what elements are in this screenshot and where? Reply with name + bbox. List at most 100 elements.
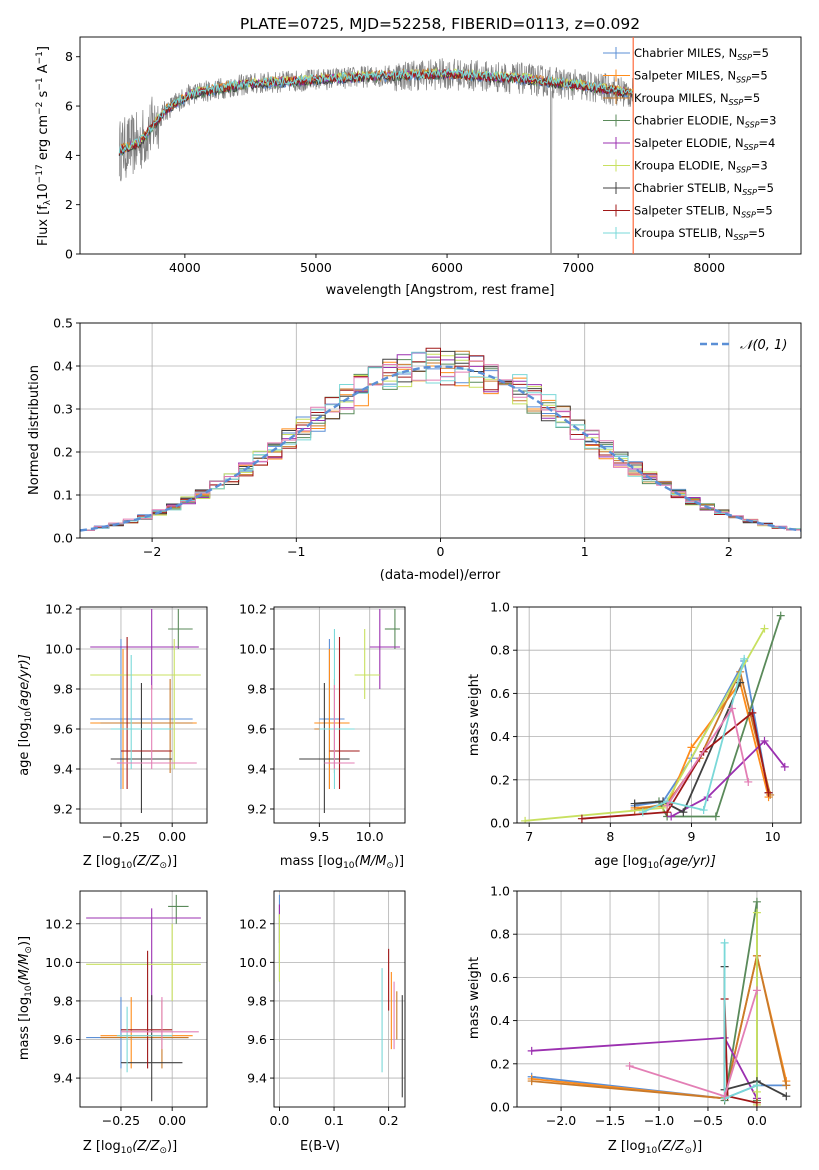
- y-tick-label: 0.4: [53, 359, 73, 374]
- weight-line-7: [634, 682, 741, 814]
- y-tick-label: 2: [65, 197, 73, 212]
- legend-label-post: =5: [751, 69, 768, 83]
- y-tick-label: 10.2: [239, 916, 267, 931]
- weight-marker: [630, 799, 639, 808]
- age-vs-metallicity-panel: −0.25 0.00 9.2 9.4 9.6 9.8 10.0 10.2: [45, 602, 208, 844]
- y-tick-label: 0: [65, 247, 73, 262]
- weight-line-2: [634, 680, 770, 809]
- legend-label-post: =4: [758, 136, 775, 150]
- residual-ylabel: Normed distribution: [27, 365, 42, 495]
- weight-marker: [711, 812, 720, 821]
- y-tick-label: 0.8: [490, 643, 510, 658]
- y-tick-label: 10.0: [45, 642, 73, 657]
- legend-label-1: Chabrier MILES, NSSP=5: [634, 46, 769, 62]
- legend-label-main: Salpeter ELODIE, N: [634, 136, 744, 150]
- points: [278, 894, 403, 1098]
- x-tick-label: −2.0: [546, 1113, 576, 1128]
- axes-frame: [273, 890, 406, 1108]
- x-tick-label: −0.25: [102, 1113, 140, 1128]
- x-tick-label: 0: [437, 544, 445, 559]
- legend-label-main: Kroupa MILES, N: [634, 91, 729, 105]
- legend-label-sub: SSP: [736, 166, 751, 175]
- legend-label-post: =5: [756, 204, 773, 218]
- y-tick-label: 1.0: [490, 600, 510, 615]
- weight-vs-age-panel: 7 8 9 10 0.0 0.2 0.4 0.6 0.8 1.0: [490, 600, 802, 844]
- weight-marker: [638, 808, 647, 817]
- y-tick-label: 0.8: [490, 927, 510, 942]
- weight-marker: [720, 1092, 729, 1101]
- legend-label-sub: SSP: [737, 53, 752, 62]
- residual-panel: −2 −1 0 1 2 0.0 0.1 0.2 0.3 0.4 0.5 (data-model)/e…: [27, 316, 802, 583]
- spectrum-panel: PLATE=0725, MJD=52258, FIBERID=0113, z=0…: [35, 15, 802, 298]
- weight-line-7: [723, 966, 787, 1098]
- x-tick-label: 4000: [169, 260, 201, 275]
- y-tick-label: 9.2: [53, 802, 73, 817]
- axes-frame: [516, 890, 802, 1108]
- y-tick-label: 9.6: [53, 1032, 73, 1047]
- lines: [521, 611, 789, 823]
- weight-marker: [728, 704, 737, 713]
- spectrum-xlabel: wavelength [Angstrom, rest frame]: [326, 283, 555, 298]
- x-tick-label: 2: [725, 544, 733, 559]
- ageZ-xlabel: Z [log10(Z/Z⊙)]: [83, 854, 177, 871]
- x-tick-label: −2: [143, 544, 161, 559]
- weight-marker: [752, 897, 761, 906]
- weight-marker: [521, 816, 530, 823]
- x-tick-label: 10: [765, 829, 781, 844]
- weight-marker: [764, 788, 773, 797]
- legend-label-main: Salpeter STELIB, N: [634, 204, 741, 218]
- x-tick-label: 9: [687, 829, 695, 844]
- y-tick-label: 0.4: [490, 729, 510, 744]
- weight-marker: [752, 1081, 761, 1090]
- x-tick-label: 7: [525, 829, 533, 844]
- y-tick-label: 10.0: [239, 955, 267, 970]
- x-tick-label: 0.0: [747, 1113, 767, 1128]
- model-spectrum-9: [118, 68, 634, 154]
- points: [86, 894, 201, 1102]
- weight-marker: [679, 808, 688, 817]
- axes-frame: [273, 606, 406, 824]
- y-tick-label: 10.0: [239, 642, 267, 657]
- legend-label-sub: SSP: [741, 211, 756, 220]
- legend-label-sub: SSP: [729, 98, 744, 107]
- spectrum-ticks: 4000 5000 6000 7000 8000 0 2 4 6 8: [65, 49, 725, 275]
- weight-marker: [663, 801, 672, 810]
- x-tick-label: 5000: [300, 260, 332, 275]
- y-tick-label: 0.0: [490, 816, 510, 831]
- residual-ticks: −2 −1 0 1 2 0.0 0.1 0.2 0.3 0.4 0.5: [53, 316, 733, 560]
- y-tick-label: 9.4: [53, 762, 73, 777]
- residual-legend-label: 𝒩(0, 1): [740, 338, 787, 353]
- x-tick-label: 0.1: [324, 1113, 344, 1128]
- axes-frame: [79, 606, 208, 824]
- x-tick-label: 6000: [431, 260, 463, 275]
- y-tick-label: 9.2: [247, 802, 267, 817]
- legend-label-post: =5: [752, 46, 769, 60]
- weight-marker: [752, 908, 761, 917]
- x-tick-label: 0.00: [158, 1113, 186, 1128]
- weight-marker: [782, 1092, 791, 1101]
- y-tick-label: 0.0: [53, 531, 73, 546]
- weight-marker: [720, 938, 729, 947]
- axes-frame: [79, 890, 208, 1108]
- spectrum-title: PLATE=0725, MJD=52258, FIBERID=0113, z=0…: [240, 15, 640, 33]
- mZ-xlabel: Z [log10(Z/Z⊙)]: [83, 1139, 177, 1156]
- legend-label-post: =3: [751, 159, 768, 173]
- residual-legend: 𝒩(0, 1): [700, 338, 787, 353]
- x-tick-label: 10.0: [356, 829, 384, 844]
- y-tick-label: 0.6: [490, 686, 510, 701]
- x-tick-label: 9.5: [309, 829, 329, 844]
- legend-label-main: Kroupa STELIB, N: [634, 226, 734, 240]
- spectrum-ylabel: Flux [fλ10−17 erg cm−2 s−1 A−1]: [35, 46, 53, 246]
- weight-marker: [780, 762, 789, 771]
- weight-marker: [748, 708, 757, 717]
- legend-label-5: Salpeter ELODIE, NSSP=4: [634, 136, 775, 152]
- weight-vs-metallicity-panel: −2.0 −1.5 −1.0 −0.5 0.0 0.0 0.2 0.4 0.6 0.8 1.0: [490, 884, 802, 1128]
- legend-label-sub: SSP: [734, 233, 749, 242]
- weight-line-9: [642, 658, 746, 814]
- legend-label-main: Chabrier STELIB, N: [634, 181, 742, 195]
- legend-label-9: Kroupa STELIB, NSSP=5: [634, 226, 765, 242]
- x-tick-label: 1: [581, 544, 589, 559]
- residual-histograms: [79, 322, 802, 539]
- y-tick-label: 0.2: [53, 445, 73, 460]
